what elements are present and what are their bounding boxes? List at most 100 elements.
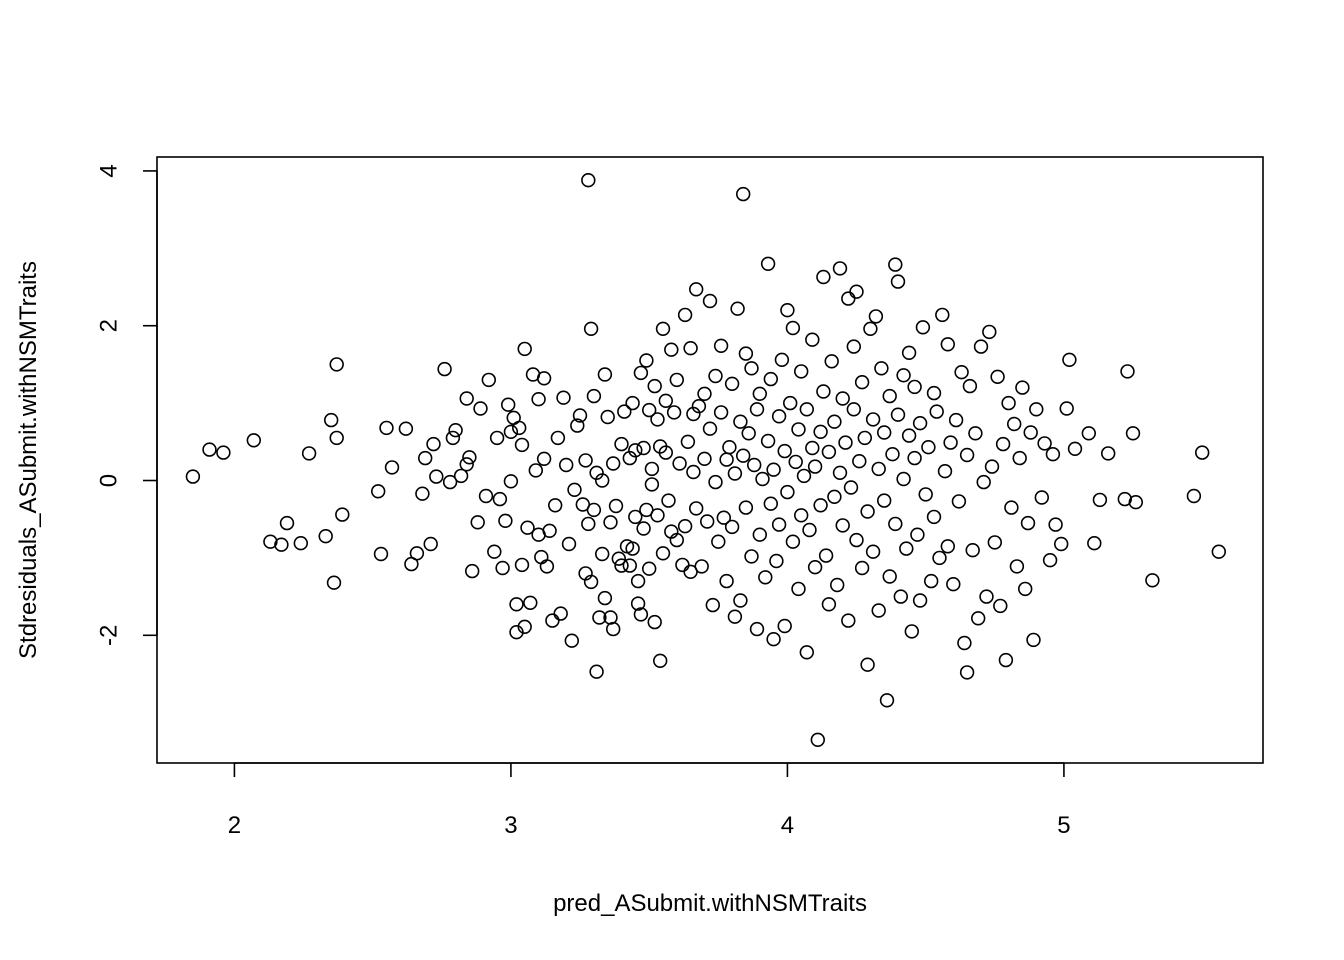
data-point [1120,364,1135,379]
data-point [641,402,657,418]
data-point [998,652,1014,668]
data-point [553,606,568,621]
data-point [849,284,864,299]
data-point [735,448,751,463]
data-point [841,613,856,628]
data-point [876,493,892,508]
data-point [1023,425,1038,440]
data-point [782,395,798,411]
data-point [1009,559,1025,574]
data-point [398,421,414,436]
data-point [785,320,801,336]
data-point [780,303,795,318]
data-point [246,433,262,448]
data-point [279,515,295,531]
data-point [882,388,897,404]
data-point [954,365,969,380]
data-point [487,544,502,559]
x-tick-label: 2 [228,812,241,839]
data-point [990,369,1005,384]
data-point [888,257,903,272]
data-point [509,597,524,612]
data-point [542,523,557,538]
data-point [622,558,637,573]
data-point [531,392,546,407]
data-point [301,446,317,461]
data-point [780,484,795,500]
data-point [962,378,978,394]
data-point [708,368,723,384]
data-point [813,498,828,513]
data-point [459,457,474,472]
data-point [1001,395,1016,411]
data-point [758,570,773,585]
data-point [702,293,718,309]
data-point [686,464,701,480]
data-point [979,589,994,604]
data-point [1048,517,1063,532]
data-point [746,457,762,473]
data-point [713,405,729,420]
data-point [805,440,820,456]
data-point [650,508,665,523]
data-point [371,484,386,499]
data-point [558,457,574,473]
data-point [650,412,665,427]
data-point [1100,446,1116,461]
data-point [503,424,519,439]
data-point [274,537,289,552]
x-tick-label: 5 [1057,812,1070,839]
data-point [672,456,687,471]
data-point [976,474,991,490]
data-point [896,471,911,487]
data-point [940,539,955,554]
data-point [982,324,997,340]
data-point [724,376,740,391]
data-point [832,465,848,480]
data-point [597,367,613,382]
y-tick-label: 2 [96,319,123,332]
y-axis: -2 0 2 4 [96,164,158,646]
data-point [293,535,308,551]
data-point [644,477,660,492]
data-point [628,443,643,458]
data-point [545,613,560,628]
data-point [1087,535,1102,551]
data-point [442,474,458,490]
data-point [766,631,781,647]
data-point [498,513,513,528]
data-point [708,474,723,490]
data-point [807,459,823,474]
data-point [832,261,848,276]
data-point [263,534,278,549]
data-point [561,536,577,552]
data-point [453,468,469,484]
data-point [946,576,961,592]
data-point [448,423,463,438]
data-point [556,390,571,405]
data-point [1053,536,1069,552]
data-point [1128,495,1144,510]
data-point [423,536,438,552]
data-point [957,635,972,651]
data-point [835,391,850,406]
data-point [865,544,881,559]
data-point [683,341,698,356]
data-point [1020,515,1036,531]
data-point [713,338,729,353]
data-point [907,379,922,395]
data-point [821,444,837,460]
data-point [594,473,610,488]
data-point [719,452,734,467]
data-point [915,320,931,335]
data-point [528,463,543,478]
data-point [688,501,704,516]
data-point [791,422,806,437]
data-point [514,437,530,453]
data-point [655,546,671,561]
y-tick-label: 0 [96,474,123,487]
y-tick-label: 4 [96,164,123,177]
data-point [899,541,914,556]
data-point [1067,441,1083,456]
data-point [735,186,751,202]
